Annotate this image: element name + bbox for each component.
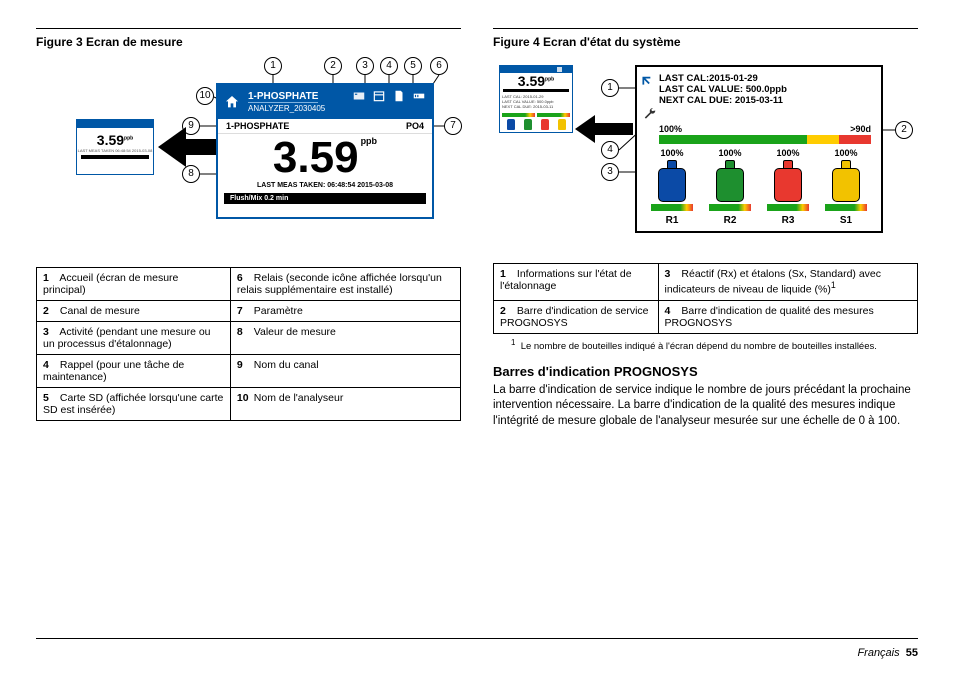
fig4-legend: 1 Informations sur l'état de l'étalonnag… [493,263,918,334]
fig3-key-3: 3 [356,57,374,75]
fig3-diagram: 1 2 3 4 5 6 7 8 9 10 [36,57,461,257]
fig3-key-10: 10 [196,87,214,105]
table-row: 2 Barre d'indication de service PROGNOSY… [494,300,918,333]
fig3-key-1: 1 [264,57,282,75]
fig4-caption: Figure 4 Ecran d'état du système [493,35,918,49]
fig4-diagram: 1 2 3 4 3.59ppb LAST CAL: 2015-01-29 LAS… [493,57,918,255]
bottle: 100%R2 [705,148,755,226]
table-row: 3 Activité (pendant une mesure ou un pro… [37,322,461,355]
table-row: 1 Accueil (écran de mesure principal)6 R… [37,268,461,301]
last-meas: LAST MEAS TAKEN: 06:48:54 2015-03-08 [218,182,432,189]
home-icon [224,94,240,110]
bottle: 100%R1 [647,148,697,226]
fig4-key-3: 3 [601,163,619,181]
table-row: 4 Rappel (pour une tâche de maintenance)… [37,355,461,388]
fig3-key-4: 4 [380,57,398,75]
parameter: PO4 [406,121,424,131]
measurement-value: 3.59 [273,136,359,180]
thumb-screen: 3.59ppb LAST MEAS TAKEN 06:48:54 2015-03… [76,119,154,175]
table-row: 2 Canal de mesure7 Paramètre [37,301,461,322]
channel-name: 1-PHOSPHATE [226,121,289,131]
service-bar [659,135,871,144]
serv-pct: 100% [659,124,682,134]
fig3-key-7: 7 [444,117,462,135]
system-state-screen: LAST CAL:2015-01-29 LAST CAL VALUE: 500.… [635,65,883,233]
reminder-icon [372,89,386,103]
relay-icon [412,89,426,103]
section-title: Barres d'indication PROGNOSYS [493,364,918,379]
fig3-caption: Figure 3 Ecran de mesure [36,35,461,49]
section-para: La barre d'indication de service indique… [493,383,918,430]
fig4-key-1: 1 [601,79,619,97]
measurement-screen: 1-PHOSPHATE ANALYZER_2030405 1-PHOSPHATE… [216,83,434,219]
bottle: 100%R3 [763,148,813,226]
fig4-key-4: 4 [601,141,619,159]
footnote: 1 Le nombre de bouteilles indiqué à l'éc… [511,338,918,352]
fig3-key-8: 8 [182,165,200,183]
wrench-icon [641,107,659,121]
cal-icon [641,73,655,87]
fig3-key-2: 2 [324,57,342,75]
table-row: 1 Informations sur l'état de l'étalonnag… [494,264,918,301]
fig3-key-6: 6 [430,57,448,75]
flush-status: Flush/Mix 0.2 min [224,193,426,204]
page-footer: Français 55 [857,647,918,659]
bottle: 100%S1 [821,148,871,226]
fig4-key-2: 2 [895,121,913,139]
fig3-key-9: 9 [182,117,200,135]
activity-icon [352,89,366,103]
table-row: 5 Carte SD (affichée lorsqu'une carte SD… [37,388,461,421]
f4-thumb: 3.59ppb LAST CAL: 2015-01-29 LAST CAL VA… [499,65,573,133]
serv-days: >90d [850,124,871,134]
fig3-key-5: 5 [404,57,422,75]
fig3-legend: 1 Accueil (écran de mesure principal)6 R… [36,267,461,421]
sd-icon [392,89,406,103]
